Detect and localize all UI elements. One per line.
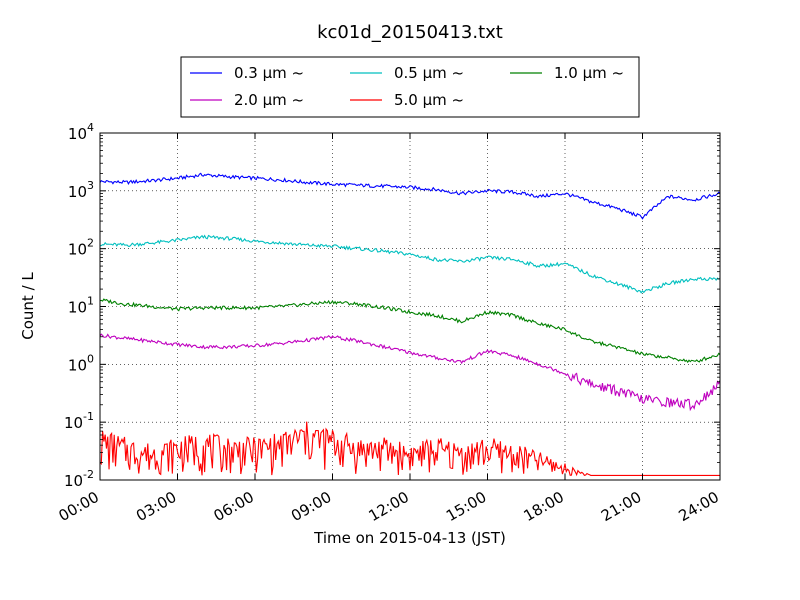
y-tick-label: 10-1 — [64, 410, 94, 432]
x-tick-label: 06:00 — [211, 488, 257, 525]
legend-label-3: 1.0 μm ~ — [554, 64, 624, 82]
legend-label-4: 2.0 μm ~ — [234, 91, 304, 109]
series-layer — [99, 172, 721, 477]
legend-box — [180, 56, 640, 118]
x-tick-label: 15:00 — [443, 488, 489, 525]
y-tick-label: 10-2 — [64, 468, 94, 490]
x-tick-label: 24:00 — [676, 488, 722, 525]
series-line-2 — [99, 234, 721, 294]
y-tick-label: 104 — [68, 121, 94, 143]
x-tick-label: 09:00 — [288, 488, 334, 525]
legend-label-1: 0.3 μm ~ — [234, 64, 304, 82]
legend-label-5: 5.0 μm ~ — [394, 91, 464, 109]
x-tick-label: 12:00 — [366, 488, 412, 525]
x-tick-label: 03:00 — [133, 488, 179, 525]
series-line-5 — [99, 421, 720, 477]
y-axis-label: Count / L — [19, 272, 37, 340]
y-tick-label: 101 — [68, 295, 94, 317]
series-line-4 — [99, 333, 721, 412]
x-axis-label: Time on 2015-04-13 (JST) — [313, 529, 506, 547]
grid — [100, 133, 720, 480]
y-tick-label: 102 — [68, 237, 94, 259]
legend: 0.3 μm ~ 0.5 μm ~ 1.0 μm ~ 2.0 μm ~ 5.0 μm ~ — [180, 56, 640, 118]
x-tick-label: 00:00 — [56, 488, 102, 525]
legend-label-2: 0.5 μm ~ — [394, 64, 464, 82]
chart-title: kc01d_20150413.txt — [317, 22, 503, 43]
x-tick-label: 21:00 — [598, 488, 644, 525]
series-line-3 — [99, 298, 721, 364]
y-tick-label: 100 — [68, 352, 94, 374]
y-tick-label: 103 — [68, 179, 94, 201]
x-tick-label: 18:00 — [521, 488, 567, 525]
series-line-1 — [99, 172, 721, 220]
